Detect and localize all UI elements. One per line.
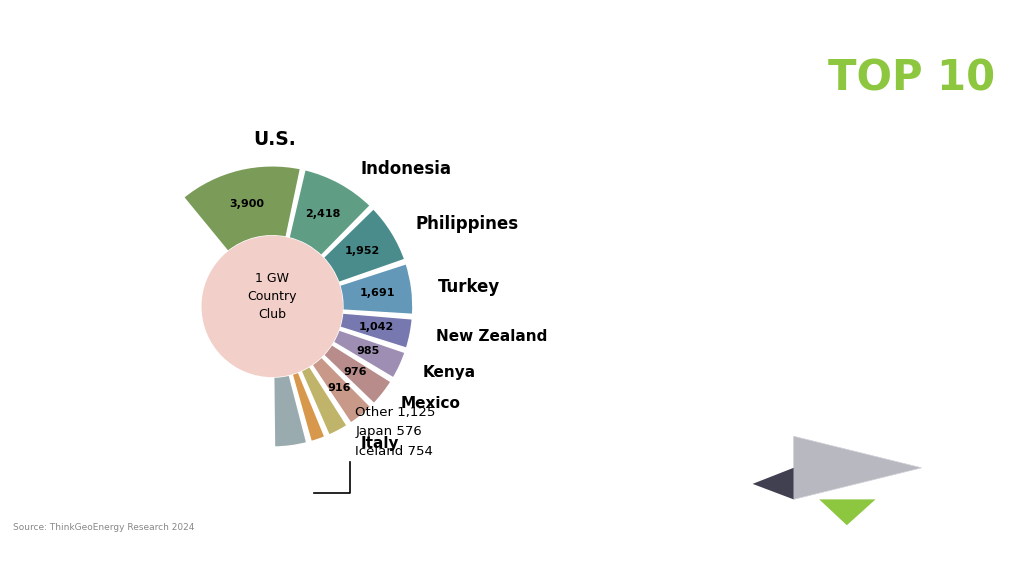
- Text: Kenya: Kenya: [422, 365, 475, 380]
- Text: Total 16,335 MW: Total 16,335 MW: [734, 410, 995, 439]
- Text: 1,952: 1,952: [344, 246, 380, 256]
- Wedge shape: [311, 356, 372, 424]
- Polygon shape: [794, 436, 922, 499]
- Text: Iceland 754: Iceland 754: [355, 445, 433, 458]
- Text: U.S.: U.S.: [253, 130, 296, 149]
- Text: 985: 985: [356, 346, 380, 356]
- Wedge shape: [182, 165, 301, 253]
- Text: 2023: 2023: [891, 255, 995, 292]
- Text: GEOENERGY: GEOENERGY: [799, 541, 870, 552]
- Wedge shape: [323, 344, 392, 405]
- Text: Turkey: Turkey: [438, 278, 501, 296]
- Text: New Zealand: New Zealand: [436, 329, 548, 344]
- Text: Japan 576: Japan 576: [355, 425, 422, 439]
- Wedge shape: [288, 169, 371, 257]
- Text: Geothermal: Geothermal: [746, 123, 995, 160]
- Text: 3,900: 3,900: [229, 199, 264, 209]
- Polygon shape: [753, 468, 794, 499]
- Polygon shape: [819, 499, 876, 525]
- Wedge shape: [339, 263, 414, 315]
- Text: Source: ThinkGeoEnergy Research 2024: Source: ThinkGeoEnergy Research 2024: [13, 523, 195, 532]
- Wedge shape: [333, 329, 406, 379]
- Circle shape: [202, 236, 342, 377]
- Text: 976: 976: [344, 367, 368, 377]
- Wedge shape: [291, 371, 326, 443]
- Text: 916: 916: [328, 383, 351, 393]
- Text: 1,691: 1,691: [359, 288, 395, 298]
- Text: 1 GW
Country
Club: 1 GW Country Club: [248, 272, 297, 320]
- Text: Philippines: Philippines: [416, 215, 519, 233]
- Wedge shape: [323, 208, 406, 284]
- Wedge shape: [300, 366, 348, 436]
- Text: Italy: Italy: [361, 436, 399, 451]
- Wedge shape: [273, 374, 307, 448]
- Text: TOP 10: TOP 10: [827, 57, 995, 99]
- Text: 2,418: 2,418: [305, 209, 341, 219]
- Text: Indonesia: Indonesia: [360, 160, 452, 178]
- Text: Mexico: Mexico: [401, 395, 461, 410]
- Text: 1,042: 1,042: [358, 322, 393, 332]
- Text: THINK: THINK: [813, 528, 856, 540]
- Text: Other 1,125: Other 1,125: [355, 406, 435, 418]
- Text: MWe Year-End 2023: MWe Year-End 2023: [802, 359, 995, 378]
- Text: Countries: Countries: [792, 189, 995, 226]
- Text: Installed Capacity in: Installed Capacity in: [797, 324, 995, 343]
- Wedge shape: [339, 312, 413, 349]
